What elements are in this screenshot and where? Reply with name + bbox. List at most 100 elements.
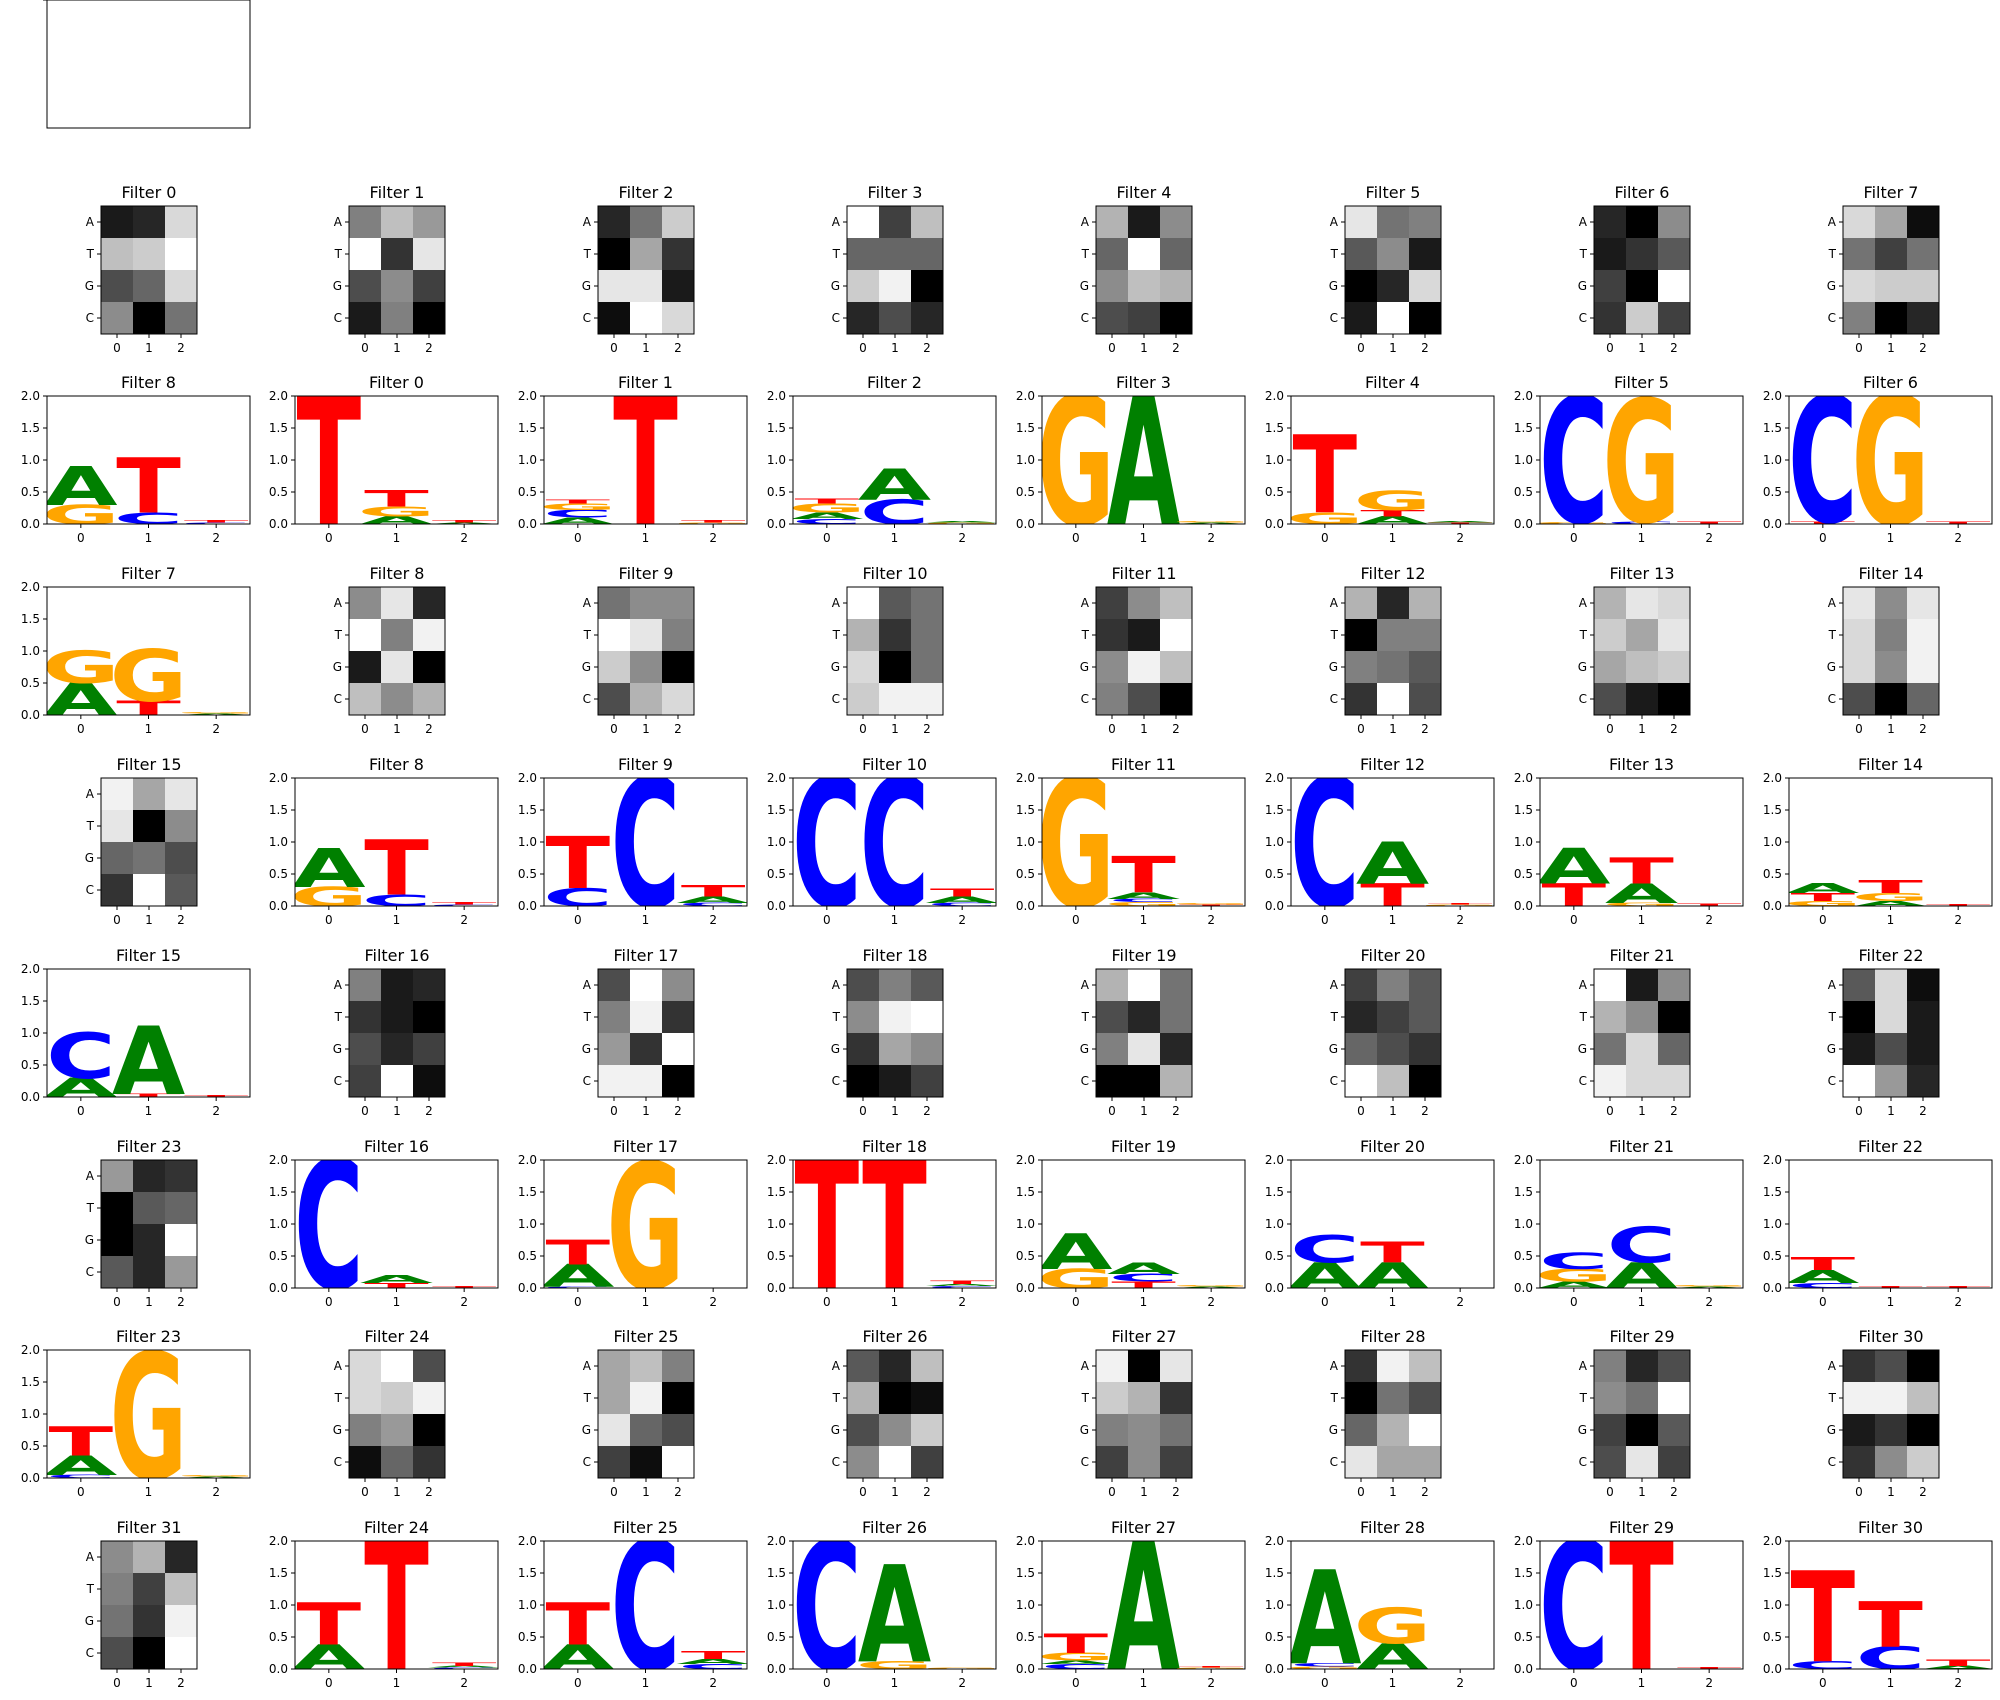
x-tick-label: 1	[1389, 1676, 1397, 1690]
heatmap-cell	[413, 969, 446, 1002]
x-tick-label: 0	[361, 1104, 369, 1118]
x-tick-label: 0	[1855, 341, 1863, 355]
heatmap-cell	[598, 1382, 631, 1415]
y-tick-label: A	[1579, 978, 1588, 992]
x-tick-label: 1	[1389, 722, 1397, 736]
panel-title: Filter 14	[1858, 755, 1923, 774]
logo-letter-G: G	[1172, 521, 1250, 523]
heatmap-panel: Filter 31 A T G C 0 1 2	[85, 1518, 198, 1690]
y-tick-label: 0.0	[21, 0, 40, 3]
heatmap-cell	[598, 238, 631, 271]
heatmap-cell	[1658, 587, 1691, 620]
heatmap-cell	[1875, 1033, 1908, 1066]
x-tick-label: 1	[1887, 1104, 1895, 1118]
logo-letter-A: A	[1107, 1259, 1181, 1278]
y-tick-label: 2.0	[21, 580, 40, 594]
panel-title: Filter 9	[619, 564, 674, 583]
x-tick-label: 2	[177, 913, 185, 927]
heatmap-cell	[1658, 969, 1691, 1002]
heatmap-cell	[879, 683, 912, 716]
logo-letter-A: A	[1605, 878, 1679, 909]
heatmap-cell	[911, 651, 944, 684]
heatmap-cell	[1096, 206, 1129, 239]
logo-letter-A: A	[1175, 1286, 1249, 1288]
logo-letter-G: G	[923, 522, 1001, 524]
heatmap-cell	[847, 1446, 880, 1479]
logo-letter-T: T	[1428, 522, 1493, 524]
y-tick-label: 0.0	[1016, 1662, 1035, 1676]
x-tick-label: 0	[77, 0, 85, 3]
y-tick-label: 0.5	[767, 1249, 786, 1263]
logo-letter-C: C	[1788, 1659, 1858, 1672]
x-tick-label: 0	[1606, 1485, 1614, 1499]
heatmap-cell	[1377, 270, 1410, 303]
panel-title: Filter 17	[613, 946, 678, 965]
y-tick-label: G	[333, 1042, 342, 1056]
heatmap-cell	[1626, 1414, 1659, 1447]
heatmap-cell	[1096, 1065, 1129, 1098]
heatmap-panel: Filter 3 A T G C 0 1 2	[831, 183, 944, 355]
heatmap-cell	[1409, 270, 1442, 303]
heatmap-cell	[1907, 651, 1940, 684]
x-tick-label: 1	[1140, 722, 1148, 736]
x-tick-label: 1	[1638, 913, 1646, 927]
heatmap-cell	[1658, 1446, 1691, 1479]
x-tick-label: 0	[1108, 1104, 1116, 1118]
heatmap-cell	[381, 1446, 414, 1479]
y-tick-label: G	[1578, 279, 1587, 293]
heatmap-cell	[1843, 1382, 1876, 1415]
heatmap-cell	[1377, 1414, 1410, 1447]
y-tick-label: 0.5	[1016, 1630, 1035, 1644]
heatmap-cell	[101, 842, 134, 875]
heatmap-cell	[101, 1573, 134, 1606]
logo-letter-G: G	[1354, 485, 1432, 516]
x-tick-label: 2	[425, 1485, 433, 1499]
y-tick-label: 0.0	[518, 517, 537, 531]
y-tick-label: 0.0	[269, 899, 288, 913]
heatmap-cell	[165, 778, 198, 811]
logo-letter-C: C	[294, 1123, 364, 1330]
y-tick-label: T	[1330, 1010, 1339, 1024]
heatmap-cell	[598, 302, 631, 335]
heatmap-cell	[1907, 1446, 1940, 1479]
heatmap-cell	[1377, 619, 1410, 652]
x-tick-label: 2	[923, 1485, 931, 1499]
x-tick-label: 2	[212, 0, 220, 3]
panel-title: Filter 9	[618, 755, 673, 774]
heatmap-cell	[1907, 302, 1940, 335]
y-tick-label: G	[1080, 1042, 1089, 1056]
logo-letter-C: C	[1539, 1248, 1609, 1274]
y-tick-label: 0.5	[1763, 867, 1782, 881]
heatmap-cell	[349, 302, 382, 335]
heatmap-cell	[1594, 1382, 1627, 1415]
x-tick-label: 1	[1887, 1676, 1895, 1690]
y-tick-label: 2.0	[518, 1534, 537, 1548]
heatmap-cell	[879, 651, 912, 684]
y-tick-label: 1.5	[1763, 803, 1782, 817]
y-tick-label: A	[1579, 215, 1588, 229]
x-tick-label: 0	[1072, 913, 1080, 927]
y-tick-label: C	[1330, 1455, 1338, 1469]
panel-title: Filter 17	[613, 1137, 678, 1156]
heatmap-cell	[1875, 587, 1908, 620]
heatmap-cell	[598, 619, 631, 652]
heatmap-cell	[1875, 1382, 1908, 1415]
logo-letter-A: A	[1356, 830, 1430, 898]
y-tick-label: 0.0	[269, 1281, 288, 1295]
x-tick-label: 0	[823, 531, 831, 545]
x-tick-label: 1	[642, 341, 650, 355]
y-tick-label: T	[832, 628, 841, 642]
heatmap-cell	[879, 270, 912, 303]
x-tick-label: 2	[674, 1485, 682, 1499]
heatmap-panel: Filter 5 A T G C 0 1 2	[1329, 183, 1442, 355]
heatmap-cell	[630, 1065, 663, 1098]
heatmap-cell	[101, 810, 134, 843]
x-tick-label: 2	[1954, 531, 1962, 545]
heatmap-cell	[630, 238, 663, 271]
y-tick-label: 2.0	[1016, 389, 1035, 403]
logo-letter-T: T	[184, 519, 249, 523]
